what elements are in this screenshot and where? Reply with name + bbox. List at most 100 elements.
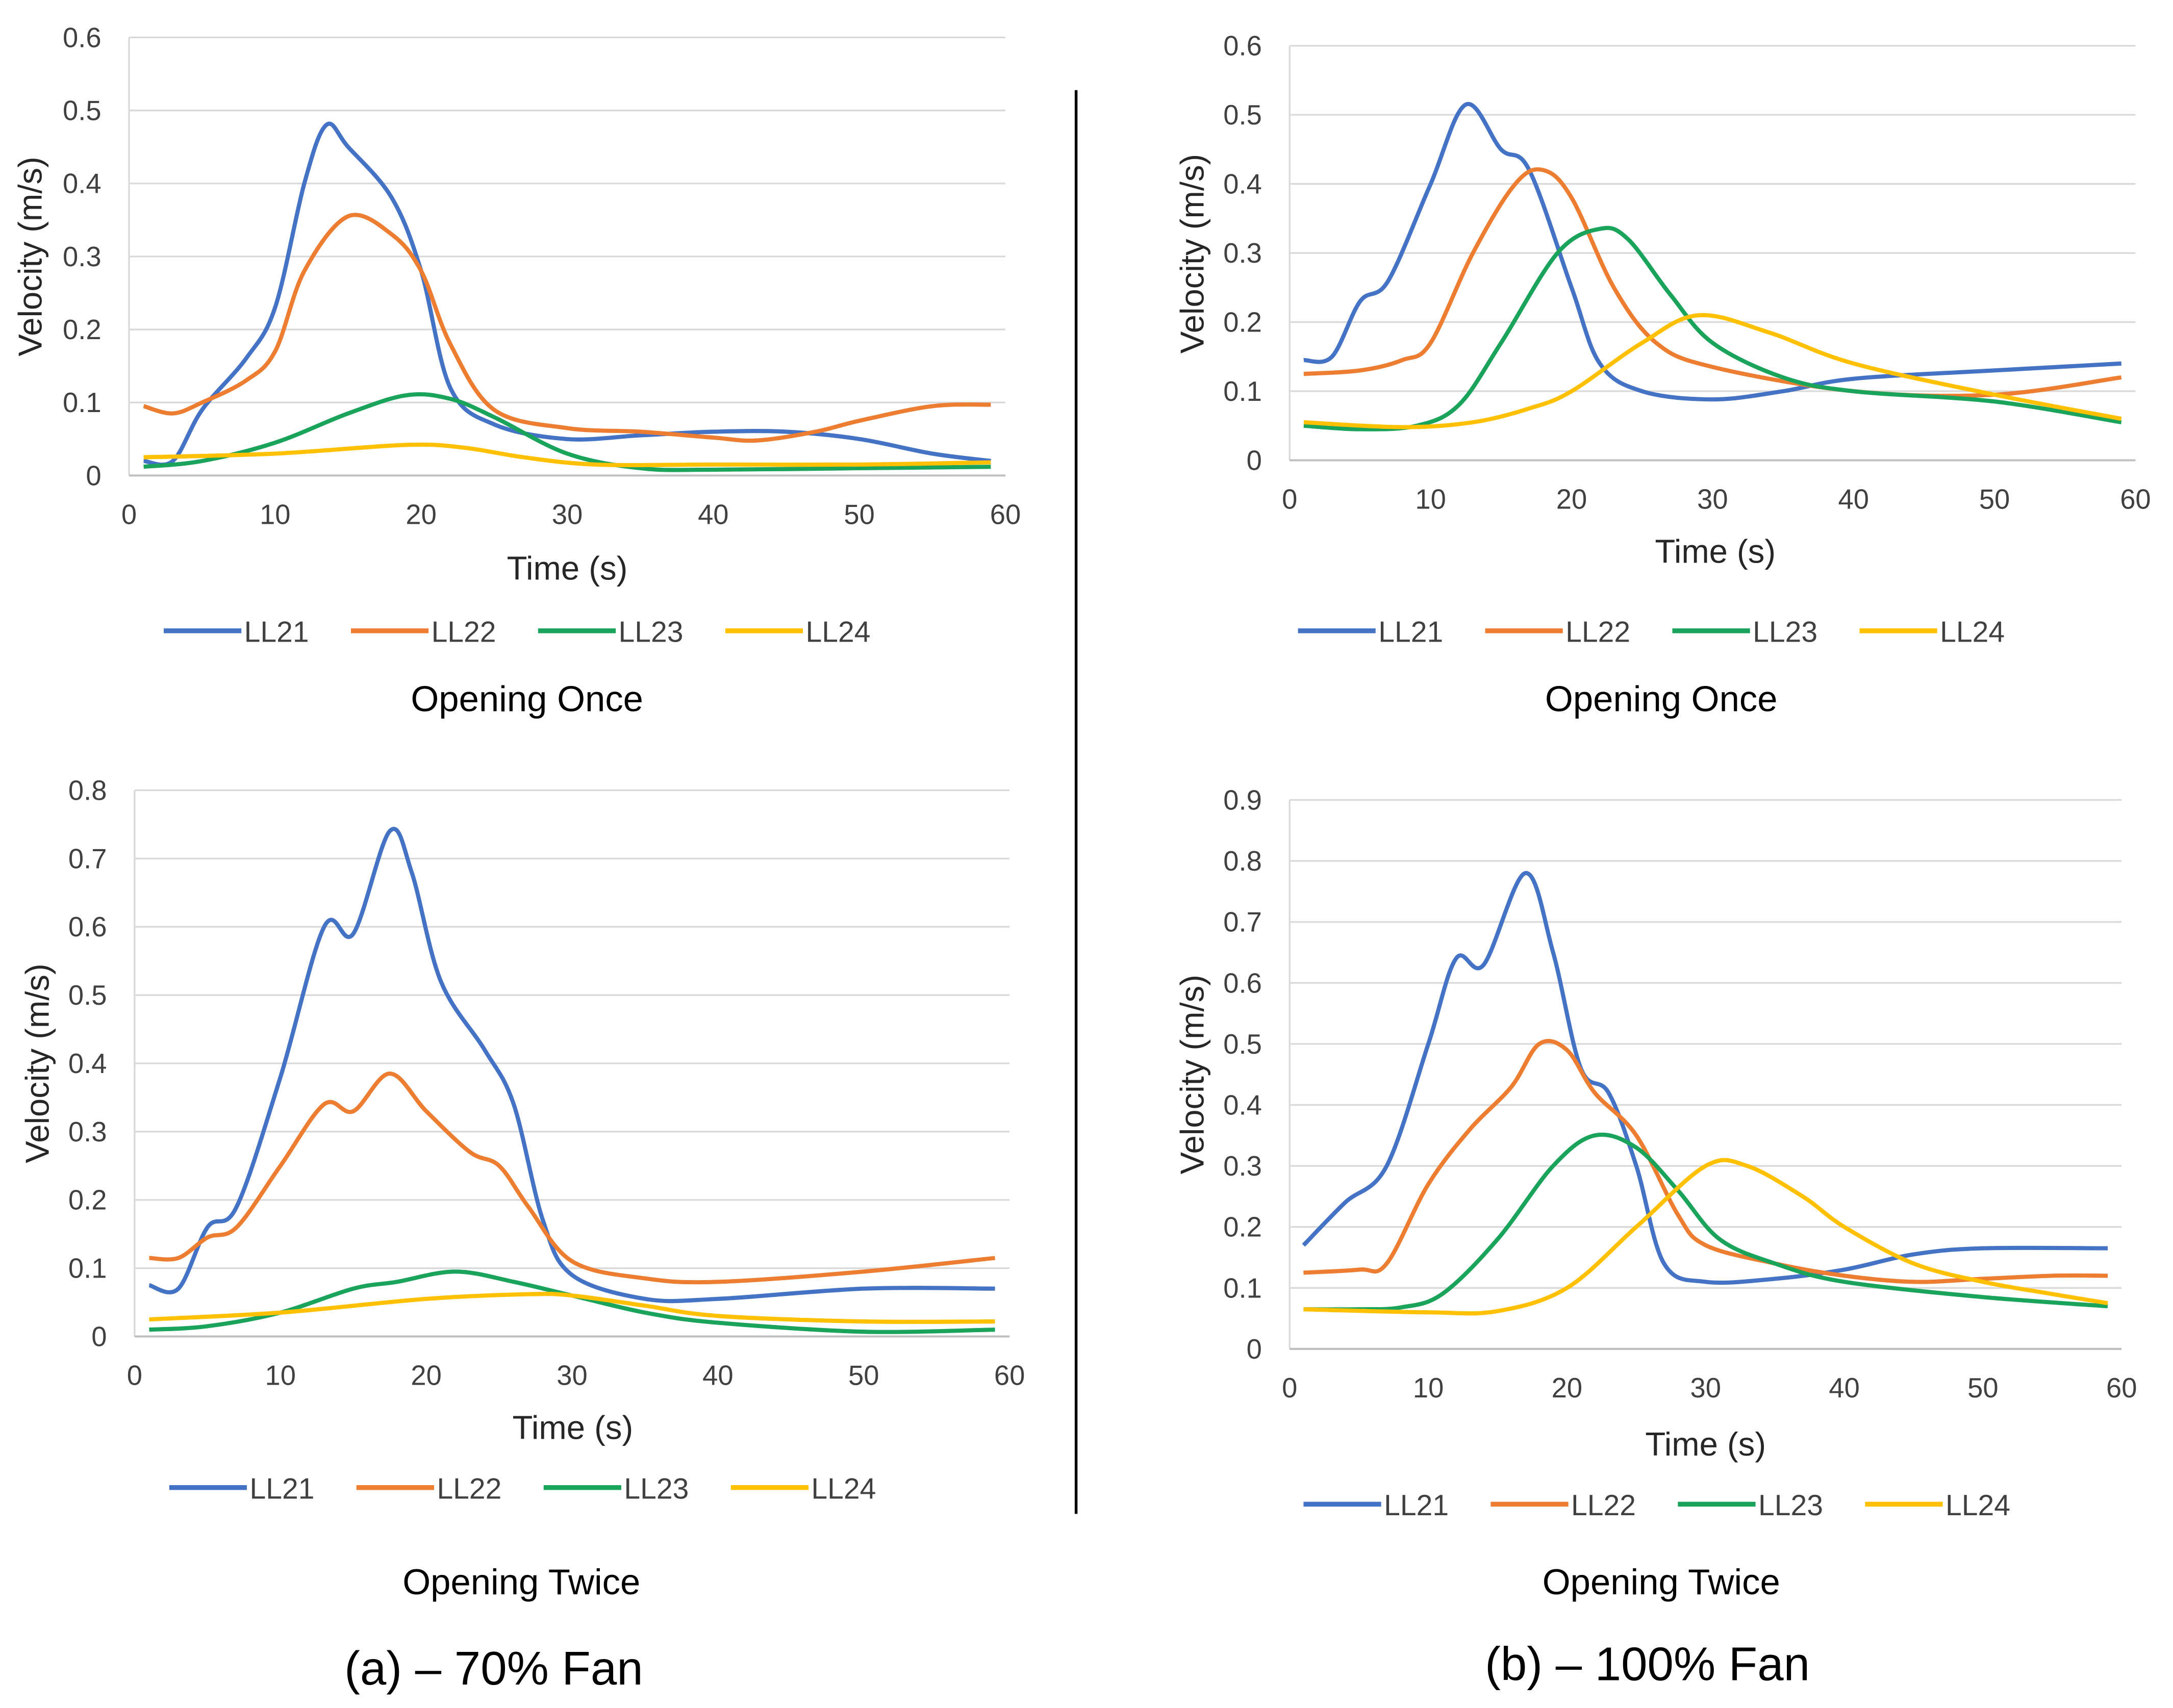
legend-label: LL22 [1571, 1489, 1636, 1522]
y-tick-label: 0.2 [63, 314, 102, 345]
y-tick-label: 0.1 [1223, 376, 1262, 407]
legend-label: LL21 [244, 616, 309, 649]
chart-subtitle: Opening Once [411, 679, 643, 719]
chart-subtitle: Opening Twice [402, 1562, 640, 1602]
x-tick-label: 30 [557, 1360, 587, 1391]
y-tick-label: 0.3 [1223, 238, 1262, 269]
legend-label: LL21 [249, 1473, 314, 1506]
y-tick-label: 0.4 [1223, 1090, 1262, 1121]
series-line-ll24 [1303, 313, 2122, 429]
series-line-ll21 [148, 827, 995, 1304]
x-tick-label: 40 [1829, 1372, 1859, 1404]
caption-a: (a) – 70% Fan [344, 1642, 643, 1695]
x-axis-title: Time (s) [1645, 1425, 1766, 1463]
chart-b2: 0 0.1 0.2 0.3 0.4 0.5 0.6 0.7 0.8 0.9 0 10 20 30 40 50 6… [1174, 785, 2137, 1602]
series-line-ll23 [1303, 1132, 2108, 1312]
legend-label: LL22 [437, 1473, 501, 1506]
series-line-ll23 [143, 392, 991, 472]
y-tick-label: 0.5 [63, 95, 102, 126]
chart-a2: 0 0.1 0.2 0.3 0.4 0.5 0.6 0.7 0.8 0 10 20 30 40 50 60 Ti… [18, 775, 1025, 1602]
y-axis-title: Velocity (m/s) [1174, 154, 1211, 353]
x-tick-label: 50 [1967, 1372, 1998, 1404]
x-tick-label: 30 [1690, 1372, 1721, 1404]
x-tick-label: 40 [702, 1360, 733, 1391]
x-tick-label: 10 [1415, 484, 1446, 515]
y-axis-title: Velocity (m/s) [1174, 975, 1211, 1174]
x-tick-label: 10 [1413, 1372, 1444, 1404]
y-tick-label: 0.6 [68, 911, 107, 942]
legend-label: LL23 [1753, 616, 1817, 649]
x-tick-label: 30 [552, 499, 583, 530]
x-tick-label: 10 [265, 1360, 296, 1391]
x-tick-label: 20 [1556, 484, 1587, 515]
series-line-ll24 [143, 442, 991, 468]
chart-subtitle: Opening Once [1545, 679, 1778, 719]
y-tick-label: 0.8 [1223, 846, 1262, 877]
chart-b1: 0 0.1 0.2 0.3 0.4 0.5 0.6 0 10 20 30 40 50 60 Time (s)… [1174, 31, 2151, 719]
y-tick-label: 0 [86, 460, 101, 491]
x-tick-label: 50 [844, 499, 874, 530]
caption-b: (b) – 100% Fan [1485, 1638, 1810, 1691]
y-tick-label: 0.1 [68, 1253, 107, 1284]
x-tick-label: 50 [848, 1360, 879, 1391]
y-tick-label: 0.4 [68, 1048, 107, 1079]
x-tick-label: 0 [1282, 484, 1297, 515]
chart-subtitle: Opening Twice [1543, 1562, 1780, 1602]
x-tick-label: 0 [127, 1360, 142, 1391]
series-line-ll22 [1303, 167, 2122, 398]
y-tick-label: 0 [1247, 1334, 1262, 1365]
x-tick-label: 20 [411, 1360, 441, 1391]
series-line-ll22 [143, 213, 991, 443]
x-tick-label: 10 [260, 499, 290, 530]
x-tick-label: 40 [1838, 484, 1868, 515]
legend-label: LL22 [1565, 616, 1630, 649]
y-tick-label: 0.6 [63, 22, 102, 53]
series-line-ll22 [1303, 1039, 2108, 1284]
x-axis-title: Time (s) [507, 549, 628, 587]
legend-label: LL22 [432, 616, 496, 649]
y-tick-label: 0.5 [1223, 1029, 1262, 1060]
legend-label: LL23 [624, 1473, 689, 1506]
series-line-ll24 [149, 1291, 995, 1324]
legend-label: LL21 [1384, 1489, 1449, 1522]
x-axis-title: Time (s) [512, 1409, 633, 1446]
y-tick-label: 0.4 [1223, 169, 1262, 200]
legend-label: LL24 [806, 616, 871, 649]
y-tick-label: 0.1 [1223, 1272, 1262, 1304]
y-tick-label: 0.3 [68, 1116, 107, 1148]
y-tick-label: 0 [91, 1321, 107, 1353]
series-line-ll23 [1303, 225, 2122, 431]
legend-label: LL24 [1945, 1489, 2010, 1522]
series-line-ll24 [1303, 1158, 2108, 1316]
legend-label: LL23 [619, 616, 684, 649]
x-tick-label: 40 [698, 499, 728, 530]
y-tick-label: 0.7 [68, 843, 107, 874]
y-tick-label: 0.1 [63, 387, 102, 418]
legend-label: LL23 [1758, 1489, 1823, 1522]
y-axis-title: Velocity (m/s) [12, 157, 49, 356]
series-line-ll21 [143, 121, 991, 467]
y-tick-label: 0.6 [1223, 31, 1262, 62]
x-tick-label: 20 [406, 499, 436, 530]
series-line-ll21 [1302, 871, 2108, 1285]
y-tick-label: 0.3 [63, 241, 102, 272]
x-axis-title: Time (s) [1655, 533, 1776, 570]
x-tick-label: 30 [1697, 484, 1728, 515]
legend-label: LL24 [1940, 616, 2005, 649]
x-tick-label: 50 [1979, 484, 2010, 515]
series-line-ll22 [149, 1072, 996, 1285]
chart-a1: 0 0.1 0.2 0.3 0.4 0.5 0.6 0 10 20 30 40 50 60 Time (s)… [12, 22, 1021, 719]
legend-label: LL24 [811, 1473, 876, 1506]
x-tick-label: 20 [1552, 1372, 1582, 1404]
x-tick-label: 60 [2120, 484, 2151, 515]
x-tick-label: 60 [2106, 1372, 2137, 1404]
y-tick-label: 0.2 [1223, 307, 1262, 338]
y-tick-label: 0.5 [1223, 99, 1262, 131]
y-tick-label: 0.6 [1223, 967, 1262, 999]
y-tick-label: 0.2 [1223, 1212, 1262, 1243]
y-tick-label: 0 [1247, 445, 1262, 476]
x-tick-label: 0 [1282, 1372, 1297, 1404]
x-tick-label: 0 [121, 499, 137, 530]
x-tick-label: 60 [994, 1360, 1025, 1391]
y-tick-label: 0.7 [1223, 907, 1262, 938]
